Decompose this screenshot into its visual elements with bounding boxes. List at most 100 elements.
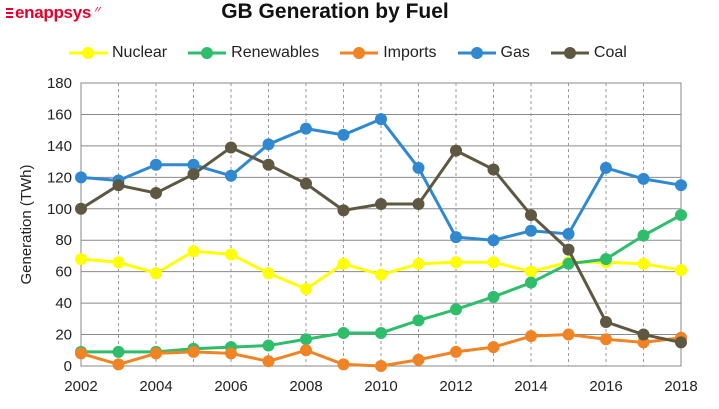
data-point-gas bbox=[375, 113, 387, 126]
data-point-gas bbox=[187, 158, 200, 171]
legend-label-renewables: Renewables bbox=[231, 44, 320, 61]
data-point-nuclear bbox=[225, 248, 237, 261]
x-tick-label: 2014 bbox=[514, 378, 547, 395]
y-tick-label: 100 bbox=[47, 201, 72, 218]
data-point-imports bbox=[112, 358, 125, 371]
data-point-renewables bbox=[637, 229, 650, 242]
data-point-nuclear bbox=[112, 256, 125, 269]
data-point-coal bbox=[487, 163, 500, 176]
data-point-gas bbox=[600, 161, 612, 174]
y-axis-label: Generation (TWh) bbox=[18, 164, 35, 284]
data-point-nuclear bbox=[525, 265, 537, 278]
data-point-renewables bbox=[262, 339, 275, 352]
data-point-gas bbox=[450, 231, 462, 244]
legend-swatch-coal bbox=[550, 47, 589, 59]
y-tick-label: 140 bbox=[47, 138, 72, 155]
logo-swoosh-icon: 〃 bbox=[92, 4, 103, 16]
data-point-imports bbox=[375, 360, 387, 372]
data-point-coal bbox=[262, 158, 275, 171]
data-point-coal bbox=[75, 202, 87, 215]
data-point-gas bbox=[675, 179, 687, 192]
legend-swatch-renewables bbox=[188, 47, 227, 59]
x-tick-label: 2006 bbox=[214, 378, 247, 395]
data-point-imports bbox=[150, 347, 162, 360]
data-point-nuclear bbox=[337, 257, 350, 270]
data-point-coal bbox=[300, 177, 312, 190]
data-point-nuclear bbox=[412, 257, 425, 270]
data-point-nuclear bbox=[375, 268, 387, 281]
data-point-nuclear bbox=[187, 245, 200, 258]
y-tick-label: 60 bbox=[55, 264, 72, 281]
data-point-coal bbox=[450, 144, 462, 157]
y-tick-label: 0 bbox=[64, 358, 72, 375]
data-point-imports bbox=[562, 328, 575, 341]
data-point-coal bbox=[600, 315, 612, 328]
legend-swatch-nuclear bbox=[69, 47, 107, 59]
data-point-gas bbox=[412, 161, 425, 174]
legend-item-gas: Gas bbox=[457, 44, 530, 62]
data-point-gas bbox=[637, 172, 650, 185]
legend-label-coal: Coal bbox=[593, 44, 627, 61]
data-point-gas bbox=[525, 224, 537, 237]
y-tick-label: 40 bbox=[55, 295, 72, 312]
data-point-gas bbox=[150, 158, 162, 171]
legend-label-nuclear: Nuclear bbox=[112, 44, 168, 61]
data-point-renewables bbox=[300, 333, 312, 346]
data-point-coal bbox=[337, 204, 350, 217]
data-point-renewables bbox=[112, 345, 125, 358]
data-point-coal bbox=[375, 198, 387, 211]
legend-label-gas: Gas bbox=[500, 44, 530, 61]
data-point-renewables bbox=[375, 326, 387, 339]
data-point-imports bbox=[75, 347, 87, 360]
logo-text: enappsys bbox=[15, 3, 92, 22]
chart-title: GB Generation by Fuel bbox=[221, 0, 449, 23]
data-point-imports bbox=[300, 344, 312, 357]
x-tick-label: 2004 bbox=[139, 378, 172, 395]
data-point-imports bbox=[487, 341, 500, 354]
data-point-coal bbox=[675, 336, 687, 349]
data-point-imports bbox=[187, 345, 200, 358]
data-point-renewables bbox=[562, 257, 575, 270]
legend-label-imports: Imports bbox=[383, 44, 437, 61]
data-point-imports bbox=[412, 353, 425, 366]
y-tick-label: 80 bbox=[55, 232, 72, 249]
data-point-coal bbox=[562, 243, 575, 256]
data-point-gas bbox=[337, 128, 350, 141]
y-tick-label: 160 bbox=[47, 106, 72, 123]
data-point-nuclear bbox=[487, 256, 500, 269]
data-point-coal bbox=[525, 209, 537, 222]
x-tick-label: 2002 bbox=[64, 378, 97, 395]
legend-item-renewables: Renewables bbox=[187, 44, 319, 62]
data-point-nuclear bbox=[262, 267, 275, 280]
data-point-gas bbox=[262, 138, 275, 151]
data-point-coal bbox=[225, 141, 237, 154]
data-point-coal bbox=[150, 187, 162, 200]
y-tick-label: 120 bbox=[47, 169, 72, 186]
data-point-renewables bbox=[412, 314, 425, 327]
data-point-renewables bbox=[487, 290, 500, 303]
x-tick-label: 2012 bbox=[439, 378, 472, 395]
data-point-renewables bbox=[600, 253, 612, 266]
data-point-gas bbox=[562, 227, 575, 240]
data-point-gas bbox=[225, 169, 237, 182]
x-tick-label: 2018 bbox=[664, 378, 697, 395]
legend-item-coal: Coal bbox=[550, 44, 627, 62]
data-point-nuclear bbox=[675, 264, 687, 277]
data-point-imports bbox=[337, 358, 350, 371]
data-point-renewables bbox=[450, 303, 462, 316]
data-point-gas bbox=[75, 171, 87, 184]
data-point-imports bbox=[525, 330, 537, 343]
data-point-renewables bbox=[525, 276, 537, 289]
x-tick-label: 2010 bbox=[364, 378, 397, 395]
data-point-renewables bbox=[337, 326, 350, 339]
data-point-imports bbox=[225, 347, 237, 360]
legend-swatch-imports bbox=[340, 47, 379, 59]
data-point-gas bbox=[487, 234, 500, 247]
legend-item-imports: Imports bbox=[339, 44, 437, 62]
data-point-imports bbox=[450, 345, 462, 358]
data-point-coal bbox=[187, 168, 200, 181]
data-point-gas bbox=[300, 122, 312, 135]
logo-bars bbox=[6, 8, 13, 18]
legend-item-nuclear: Nuclear bbox=[68, 44, 167, 62]
